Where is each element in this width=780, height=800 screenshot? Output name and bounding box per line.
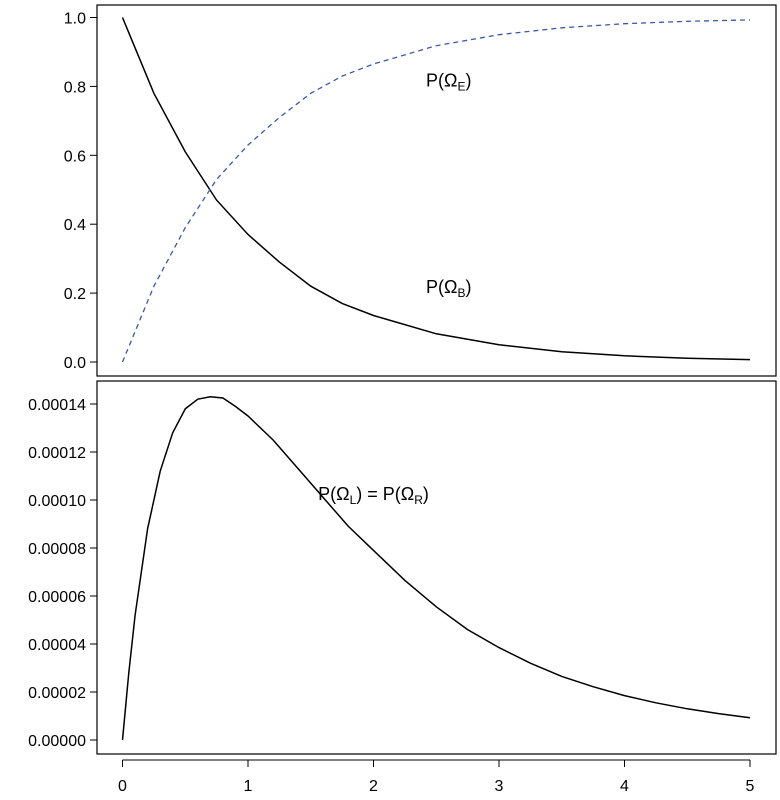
- top-curve-label-1: P(ΩB): [426, 277, 471, 300]
- bottom-ytick-label: 0.00012: [28, 445, 86, 462]
- bottom-ytick-label: 0.00004: [28, 637, 86, 654]
- bottom-ytick-label: 0.00000: [28, 733, 86, 750]
- top-curve-labels: P(ΩE) P(ΩB): [426, 70, 471, 300]
- bottom-panel: 0.00000 0.00002 0.00004 0.00006 0.00008 0.000…: [28, 380, 777, 795]
- top-plot-frame: [96, 4, 777, 377]
- bottom-series-0-line: [121, 396, 751, 741]
- top-ytick-label: 0.8: [64, 79, 86, 96]
- bottom-curve-labels: P(ΩL) = P(ΩR): [318, 484, 429, 507]
- bottom-ytick-label: 0.00008: [28, 541, 86, 558]
- top-ytick-label: 0.6: [64, 148, 86, 165]
- top-curve-label-0: P(ΩE): [426, 70, 471, 93]
- bottom-plot-frame: [96, 380, 777, 755]
- top-series-1-line: [121, 19, 751, 363]
- xtick-label: 5: [746, 778, 755, 795]
- top-ytick-label: 0.2: [64, 286, 86, 303]
- top-ytick-label: 0.0: [64, 355, 86, 372]
- bottom-y-axis: 0.00000 0.00002 0.00004 0.00006 0.00008 0.000…: [28, 397, 97, 750]
- xtick-label: 1: [244, 778, 253, 795]
- bottom-ytick-label: 0.00006: [28, 589, 86, 606]
- bottom-series-layer: [121, 396, 751, 741]
- top-panel: 0.0 0.2 0.4 0.6 0.8 1.0 P(ΩE) P(ΩB): [64, 4, 777, 377]
- top-ytick-label: 1.0: [64, 11, 86, 28]
- bottom-curve-label-0: P(ΩL) = P(ΩR): [318, 484, 429, 507]
- xtick-label: 0: [118, 778, 127, 795]
- xtick-label: 4: [620, 778, 629, 795]
- xtick-label: 3: [495, 778, 504, 795]
- bottom-ytick-label: 0.00010: [28, 493, 86, 510]
- top-ytick-label: 0.4: [64, 217, 86, 234]
- bottom-ytick-label: 0.00002: [28, 685, 86, 702]
- xtick-label: 2: [369, 778, 378, 795]
- top-series-layer: [121, 17, 751, 363]
- top-y-axis: 0.0 0.2 0.4 0.6 0.8 1.0: [64, 11, 97, 372]
- bottom-ytick-label: 0.00014: [28, 397, 86, 414]
- bottom-x-axis: 0 1 2 3 4 5: [118, 759, 755, 795]
- top-series-0-line: [121, 17, 751, 361]
